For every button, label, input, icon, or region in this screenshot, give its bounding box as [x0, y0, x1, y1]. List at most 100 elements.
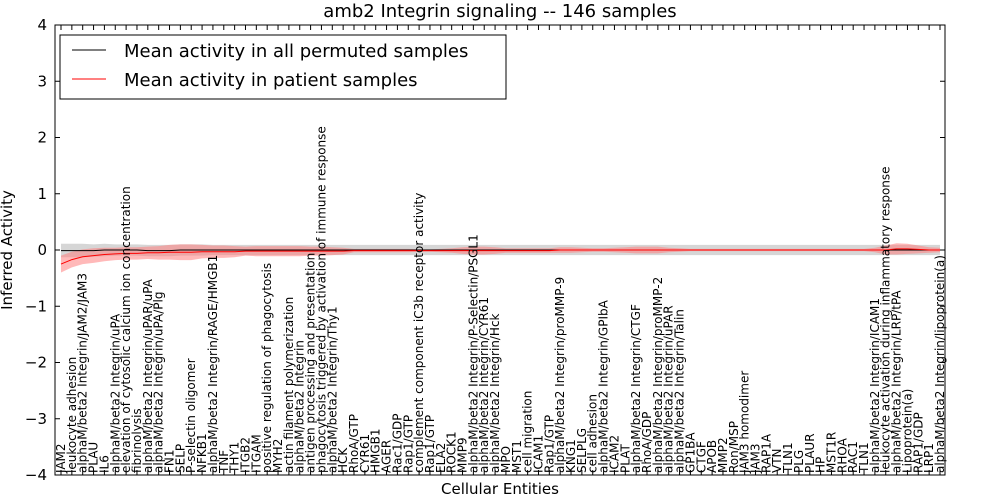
category-label: alphaM/beta2 Integrin/Hck [488, 313, 502, 473]
category-label: positive regulation of phagocytosis [260, 263, 274, 473]
category-label: Rap1/GTP [423, 415, 437, 473]
category-label: alphaM/beta2 Integrin/ICAM1 [868, 298, 882, 473]
category-label: ITGAM [249, 434, 263, 473]
y-tick-label: −4 [25, 466, 47, 484]
category-label: alphaM/beta2 Integrin/proMMP-9 [553, 277, 567, 473]
y-tick-label: 0 [37, 241, 47, 259]
patient-mean-line [60, 248, 940, 265]
category-label: AGER [380, 440, 394, 473]
category-label: MST1 [510, 440, 524, 473]
legend-label-permuted: Mean activity in all permuted samples [124, 41, 468, 62]
y-tick-label: 2 [37, 129, 47, 147]
category-label: RhoA/GTP [347, 414, 361, 473]
category-label: APOB [705, 440, 719, 473]
category-label: JAM2 [54, 443, 68, 474]
category-label: TLN1 [857, 442, 871, 474]
category-label: PLAT [618, 444, 632, 473]
category-label: actin filament polymerization [282, 297, 296, 473]
confidence-bands [61, 243, 940, 273]
category-label: PLG [792, 450, 806, 473]
category-label: leukocyte activation during inflammatory… [879, 166, 893, 473]
category-label: JAM3 [749, 443, 763, 474]
category-label: TNF [217, 450, 231, 474]
category-label: Ron/MSP [727, 421, 741, 473]
legend-box [59, 34, 507, 100]
category-label: SELP [173, 444, 187, 473]
legend: Mean activity in all permuted samples Me… [59, 34, 507, 100]
category-label: alphaM/beta2 Integrin/uPA/Plg [152, 292, 166, 473]
series-lines [60, 248, 940, 265]
category-label: PLAU [87, 442, 101, 473]
category-label: Lipoprotein(a) [900, 389, 914, 473]
category-label: KNG1 [564, 439, 578, 473]
category-label: alphaM/beta2 Integrin/Thy1 [325, 306, 339, 473]
category-label: LRP1 [922, 443, 936, 473]
category-label: HMGB1 [369, 428, 383, 473]
category-label: ITGB2 [239, 437, 253, 473]
axes [54, 24, 946, 476]
category-label: alphaM/beta2 Integrin [293, 340, 307, 473]
category-label: alphaM/beta2 Integrin/P-Selectin/PSGL1 [466, 234, 480, 473]
y-tick-labels: 4 3 2 1 0 −1 −2 −3 −4 [25, 16, 47, 484]
category-label: cell adhesion [586, 394, 600, 473]
category-label: cell migration [521, 391, 535, 473]
category-label: MPO [499, 446, 513, 473]
y-tick-label: 3 [37, 72, 47, 90]
y-tick-label: 4 [37, 16, 47, 34]
category-label: alphaM/beta2 Integrin/GPIbA [597, 299, 611, 473]
category-label: alphaM/beta2 Integrin/Talin [673, 309, 687, 473]
category-label: ICAM2 [607, 435, 621, 473]
category-label: MMP9 [456, 437, 470, 473]
category-label: THY1 [228, 442, 242, 474]
category-label: antigen processing and presentation [304, 253, 318, 473]
y-tick-label: 1 [37, 185, 47, 203]
category-label: alphaM/beta2 Integrin/LRP/tPA [890, 290, 904, 473]
category-label: Rac1/GDP [390, 414, 404, 473]
category-label: VTN [770, 448, 784, 473]
y-tick-label: −1 [25, 297, 47, 315]
category-label: alphaM/beta2 Integrin/JAM2/JAM3 [76, 273, 90, 473]
category-label: elevation of cytosolic calcium ion conce… [119, 186, 133, 473]
category-label: phagocytosis triggered by activation of … [314, 126, 328, 473]
category-label: ICAM1 [532, 435, 546, 473]
category-label: leukocyte adhesion [65, 357, 79, 473]
category-label: alphaM/beta2 Integrin/uPAR/uPA [141, 278, 155, 473]
category-label: MST1R [825, 432, 839, 473]
category-label: RHOA [835, 437, 849, 473]
category-label: RAP1/GDP [911, 412, 925, 473]
category-label: GP1BA [683, 432, 697, 473]
y-tick-label: −3 [25, 410, 47, 428]
category-label: MMP2 [716, 437, 730, 473]
category-label: ROCK1 [445, 431, 459, 473]
category-label: ELA2 [434, 443, 448, 473]
category-label: FN1 [163, 449, 177, 473]
category-label: JAM3 homodimer [738, 371, 752, 474]
category-label: alphaM/beta2 Integrin/CYR61 [477, 297, 491, 473]
category-label: alphaM/beta2 Integrin/proMMP-2 [651, 277, 665, 473]
x-axis-title: Cellular Entities [441, 480, 559, 498]
category-label: fibrinolysis [130, 408, 144, 473]
category-label: CYR61 [358, 434, 372, 473]
category-label: HCK [336, 447, 350, 473]
category-label: alphaM/beta2 Integrin/RAGE/HMGB1 [206, 255, 220, 473]
category-label: RAC1 [846, 441, 860, 473]
category-label: Rap1/GTP [401, 415, 415, 473]
category-label: NFKB1 [195, 433, 209, 473]
category-label: CTGF [694, 441, 708, 473]
legend-label-patient: Mean activity in patient samples [124, 70, 418, 91]
chart-title: amb2 Integrin signaling -- 146 samples [323, 1, 676, 22]
category-label: TLN1 [781, 442, 795, 474]
category-label: RhoA/GDP [640, 412, 654, 473]
category-label: IL6 [97, 455, 111, 473]
category-label: MYH2 [271, 439, 285, 473]
category-label: HP [814, 457, 828, 473]
category-label: alphaM/beta2 Integrin/CTGF [629, 304, 643, 473]
category-label: RAP1A [759, 433, 773, 473]
category-label: complement component iC3b receptor activ… [412, 193, 426, 473]
category-label: alphaM/beta2 Integrin/uPAR [662, 305, 676, 473]
category-label: SELPLG [575, 428, 589, 473]
category-label: P-selectin oligomer [184, 358, 198, 473]
category-label: PLAUR [803, 433, 817, 473]
